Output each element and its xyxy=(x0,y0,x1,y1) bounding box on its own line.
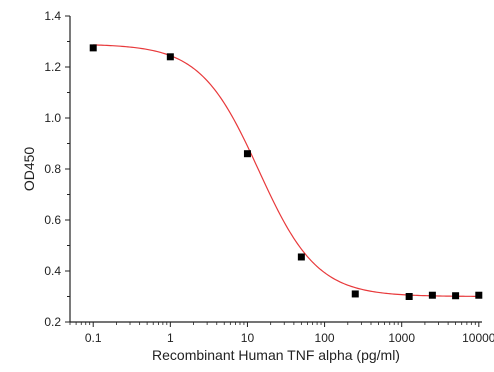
y-tick-label: 1.4 xyxy=(44,9,61,23)
x-tick-label: 10000 xyxy=(462,331,494,345)
y-tick-label: 0.4 xyxy=(44,264,61,278)
fit-curve-group xyxy=(93,44,479,297)
y-tick-label: 0.6 xyxy=(44,213,61,227)
data-points xyxy=(89,44,483,300)
data-point xyxy=(243,150,251,158)
x-tick-label: 0.1 xyxy=(85,331,102,345)
x-axis-label: Recombinant Human TNF alpha (pg/ml) xyxy=(152,347,400,363)
y-tick-label: 0.2 xyxy=(44,315,61,329)
data-point xyxy=(405,293,413,300)
data-point xyxy=(166,53,174,61)
x-tick-label: 1000 xyxy=(388,331,415,345)
ticks: 0.2 0.4 0.6 0.8 1.0 1.2 1.4 0.1 1 10 100 1000 10000 xyxy=(44,9,494,345)
x-tick-label: 10 xyxy=(241,331,255,345)
y-axis-label: OD450 xyxy=(21,147,37,192)
y-tick-label: 0.8 xyxy=(44,162,61,176)
data-point xyxy=(452,292,460,300)
data-point xyxy=(89,44,97,52)
data-point xyxy=(297,253,305,261)
y-tick-label: 1.0 xyxy=(44,111,61,125)
data-point xyxy=(351,290,359,298)
y-tick-label: 1.2 xyxy=(44,60,61,74)
data-point xyxy=(428,291,436,299)
data-point xyxy=(475,291,483,299)
x-tick-label: 1 xyxy=(167,331,174,345)
fit-curve xyxy=(93,44,479,297)
x-tick-label: 100 xyxy=(315,331,335,345)
axes xyxy=(69,16,482,323)
